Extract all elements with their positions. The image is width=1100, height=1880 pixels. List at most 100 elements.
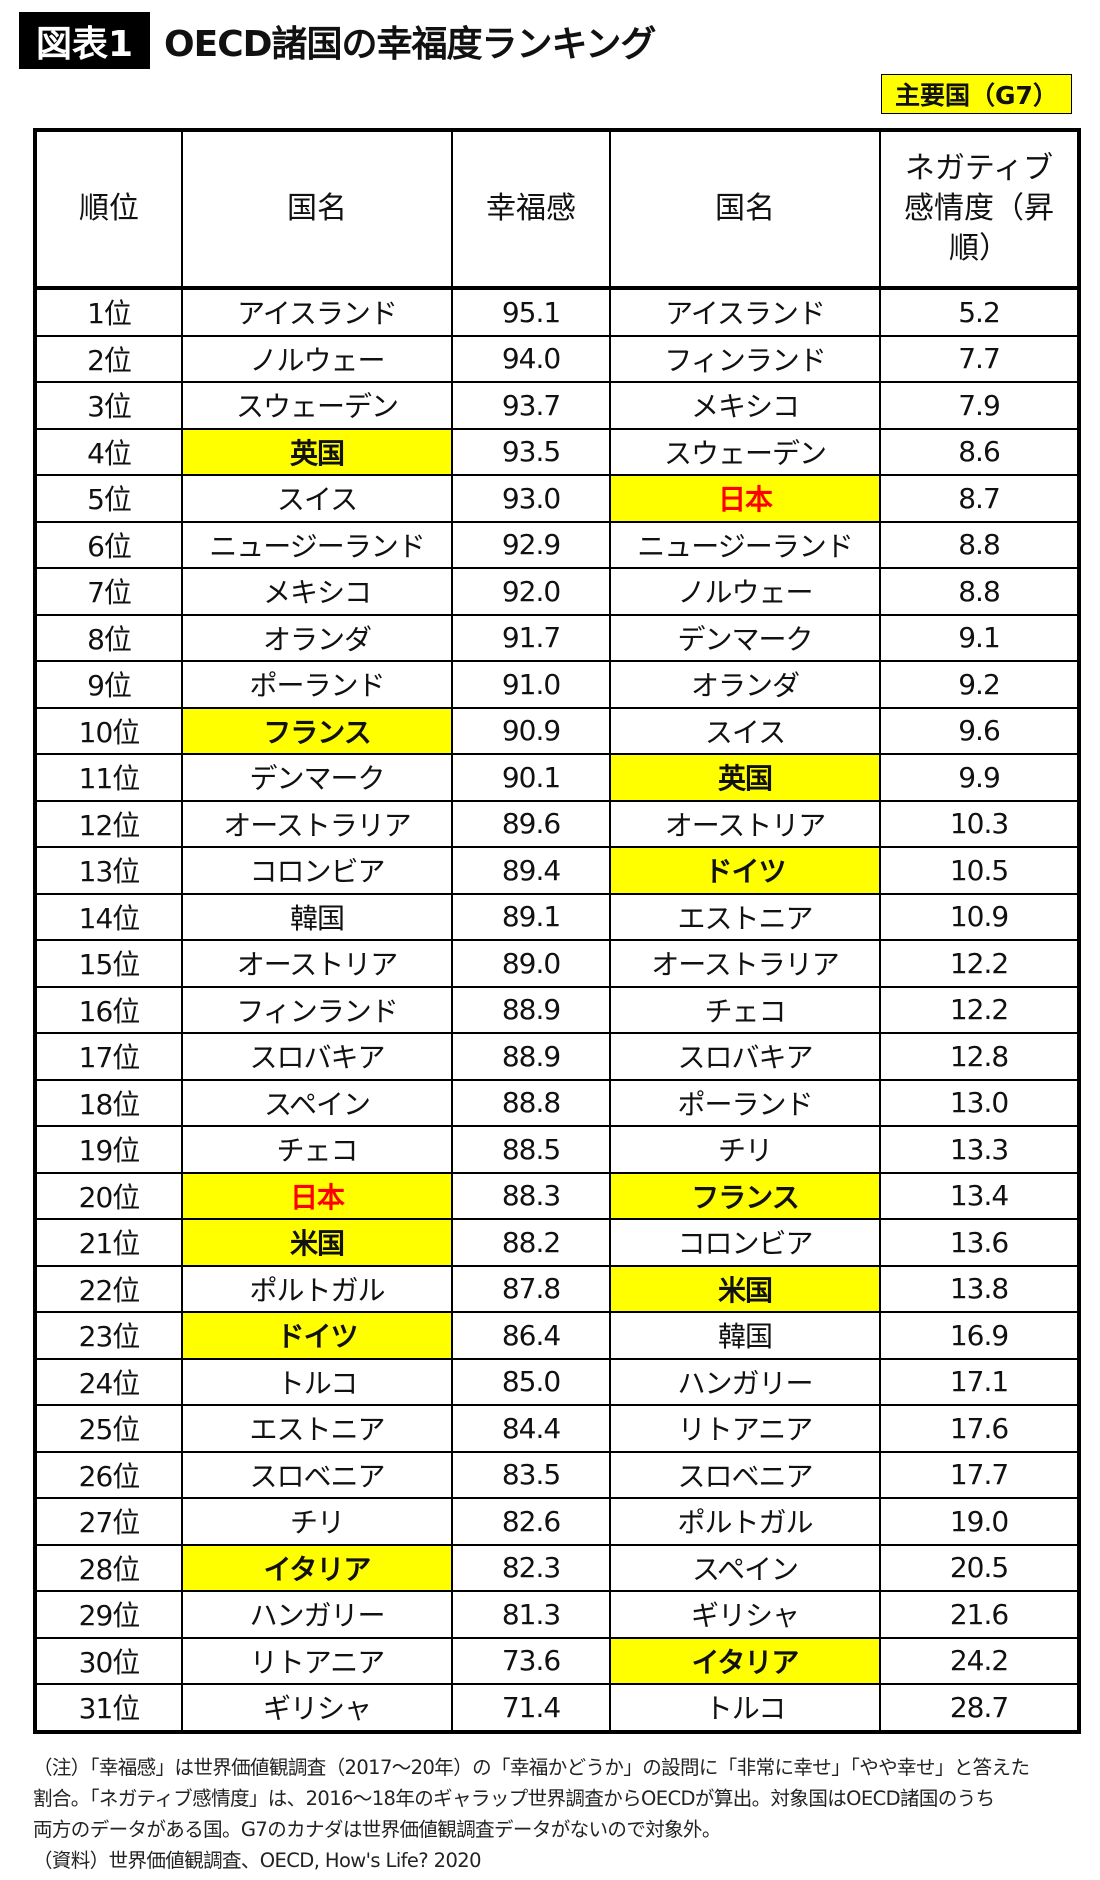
figure-title-row: 図表1 OECD諸国の幸福度ランキング bbox=[19, 12, 656, 69]
country-right-cell: チリ bbox=[609, 1125, 881, 1174]
negative-cell: 8.8 bbox=[879, 520, 1080, 569]
negative-cell: 8.6 bbox=[879, 427, 1080, 476]
header-country-left: 国名 bbox=[181, 129, 453, 290]
country-right-cell: ポーランド bbox=[609, 1078, 881, 1127]
negative-cell: 13.0 bbox=[879, 1078, 1080, 1127]
table-row: 21位 米国 88.2 コロンビア 13.6 bbox=[34, 1218, 1080, 1267]
negative-cell: 10.3 bbox=[879, 799, 1080, 848]
table-row: 24位 トルコ 85.0 ハンガリー 17.1 bbox=[34, 1357, 1080, 1406]
rank-cell: 28位 bbox=[34, 1543, 183, 1592]
rank-cell: 10位 bbox=[34, 706, 183, 755]
rank-cell: 18位 bbox=[34, 1078, 183, 1127]
rank-cell: 31位 bbox=[34, 1683, 183, 1733]
happiness-cell: 88.3 bbox=[451, 1171, 611, 1220]
table-row: 2位 ノルウェー 94.0 フィンランド 7.7 bbox=[34, 334, 1080, 383]
negative-cell: 12.2 bbox=[879, 985, 1080, 1034]
rank-cell: 7位 bbox=[34, 567, 183, 616]
rank-cell: 17位 bbox=[34, 1032, 183, 1081]
rank-cell: 27位 bbox=[34, 1497, 183, 1546]
country-right-cell: スロベニア bbox=[609, 1450, 881, 1499]
happiness-cell: 85.0 bbox=[451, 1357, 611, 1406]
happiness-cell: 93.0 bbox=[451, 474, 611, 523]
table-row: 11位 デンマーク 90.1 英国 9.9 bbox=[34, 753, 1080, 802]
negative-cell: 13.3 bbox=[879, 1125, 1080, 1174]
happiness-cell: 91.7 bbox=[451, 613, 611, 662]
negative-cell: 13.8 bbox=[879, 1264, 1080, 1313]
country-right-cell: リトアニア bbox=[609, 1404, 881, 1453]
country-right-cell: エストニア bbox=[609, 892, 881, 941]
rank-cell: 14位 bbox=[34, 892, 183, 941]
negative-cell: 17.1 bbox=[879, 1357, 1080, 1406]
country-left-cell: メキシコ bbox=[181, 567, 453, 616]
country-right-cell: スウェーデン bbox=[609, 427, 881, 476]
country-right-cell: オーストラリア bbox=[609, 939, 881, 988]
country-right-cell: スペイン bbox=[609, 1543, 881, 1592]
table-row: 4位 英国 93.5 スウェーデン 8.6 bbox=[34, 427, 1080, 476]
table-row: 9位 ポーランド 91.0 オランダ 9.2 bbox=[34, 660, 1080, 709]
country-left-cell: デンマーク bbox=[181, 753, 453, 802]
country-left-cell: 日本 bbox=[181, 1171, 453, 1220]
country-left-cell: ポルトガル bbox=[181, 1264, 453, 1313]
header-happiness: 幸福感 bbox=[451, 129, 611, 290]
table-row: 1位 アイスランド 95.1 アイスランド 5.2 bbox=[34, 287, 1080, 337]
rank-cell: 9位 bbox=[34, 660, 183, 709]
table-row: 17位 スロバキア 88.9 スロバキア 12.8 bbox=[34, 1032, 1080, 1081]
negative-cell: 28.7 bbox=[879, 1683, 1080, 1733]
country-right-cell: スイス bbox=[609, 706, 881, 755]
source-line: （資料）世界価値観調査、OECD, How's Life? 2020 bbox=[33, 1849, 481, 1872]
rank-cell: 23位 bbox=[34, 1311, 183, 1360]
happiness-cell: 71.4 bbox=[451, 1683, 611, 1733]
note-line: 両方のデータがある国。G7のカナダは世界価値観調査データがないので対象外。 bbox=[33, 1818, 721, 1841]
happiness-cell: 73.6 bbox=[451, 1636, 611, 1685]
rank-cell: 15位 bbox=[34, 939, 183, 988]
negative-cell: 10.9 bbox=[879, 892, 1080, 941]
negative-cell: 8.7 bbox=[879, 474, 1080, 523]
table-row: 25位 エストニア 84.4 リトアニア 17.6 bbox=[34, 1404, 1080, 1453]
rank-cell: 25位 bbox=[34, 1404, 183, 1453]
table-row: 20位 日本 88.3 フランス 13.4 bbox=[34, 1171, 1080, 1220]
figure-label: 図表1 bbox=[19, 12, 150, 69]
country-right-cell: 英国 bbox=[609, 753, 881, 802]
country-left-cell: フランス bbox=[181, 706, 453, 755]
country-right-cell: 日本 bbox=[609, 474, 881, 523]
negative-cell: 9.1 bbox=[879, 613, 1080, 662]
country-left-cell: オランダ bbox=[181, 613, 453, 662]
happiness-cell: 90.9 bbox=[451, 706, 611, 755]
country-left-cell: 米国 bbox=[181, 1218, 453, 1267]
table-row: 31位 ギリシャ 71.4 トルコ 28.7 bbox=[34, 1683, 1080, 1733]
rank-cell: 13位 bbox=[34, 846, 183, 895]
rank-cell: 19位 bbox=[34, 1125, 183, 1174]
happiness-cell: 88.2 bbox=[451, 1218, 611, 1267]
negative-cell: 21.6 bbox=[879, 1590, 1080, 1639]
country-right-cell: ギリシャ bbox=[609, 1590, 881, 1639]
g7-legend-badge: 主要国（G7） bbox=[881, 74, 1072, 114]
header-negative: ネガティブ感情度（昇順） bbox=[879, 129, 1080, 290]
happiness-cell: 89.4 bbox=[451, 846, 611, 895]
table-row: 15位 オーストリア 89.0 オーストラリア 12.2 bbox=[34, 939, 1080, 988]
table-row: 16位 フィンランド 88.9 チェコ 12.2 bbox=[34, 985, 1080, 1034]
footnotes: （注）「幸福感」は世界価値観調査（2017〜20年）の「幸福かどうか」の設問に「… bbox=[33, 1752, 1073, 1876]
note-line: 割合。「ネガティブ感情度」は、2016〜18年のギャラップ世界調査からOECDが… bbox=[33, 1787, 995, 1810]
country-right-cell: ノルウェー bbox=[609, 567, 881, 616]
happiness-cell: 88.8 bbox=[451, 1078, 611, 1127]
table-row: 14位 韓国 89.1 エストニア 10.9 bbox=[34, 892, 1080, 941]
happiness-cell: 90.1 bbox=[451, 753, 611, 802]
country-left-cell: ノルウェー bbox=[181, 334, 453, 383]
country-right-cell: スロバキア bbox=[609, 1032, 881, 1081]
negative-cell: 10.5 bbox=[879, 846, 1080, 895]
rank-cell: 29位 bbox=[34, 1590, 183, 1639]
negative-cell: 13.6 bbox=[879, 1218, 1080, 1267]
country-left-cell: イタリア bbox=[181, 1543, 453, 1592]
country-right-cell: コロンビア bbox=[609, 1218, 881, 1267]
rank-cell: 8位 bbox=[34, 613, 183, 662]
happiness-cell: 92.0 bbox=[451, 567, 611, 616]
table-row: 29位 ハンガリー 81.3 ギリシャ 21.6 bbox=[34, 1590, 1080, 1639]
country-left-cell: スイス bbox=[181, 474, 453, 523]
happiness-cell: 81.3 bbox=[451, 1590, 611, 1639]
country-right-cell: ドイツ bbox=[609, 846, 881, 895]
happiness-cell: 88.9 bbox=[451, 985, 611, 1034]
happiness-cell: 86.4 bbox=[451, 1311, 611, 1360]
table-row: 18位 スペイン 88.8 ポーランド 13.0 bbox=[34, 1078, 1080, 1127]
happiness-cell: 88.5 bbox=[451, 1125, 611, 1174]
rank-cell: 22位 bbox=[34, 1264, 183, 1313]
